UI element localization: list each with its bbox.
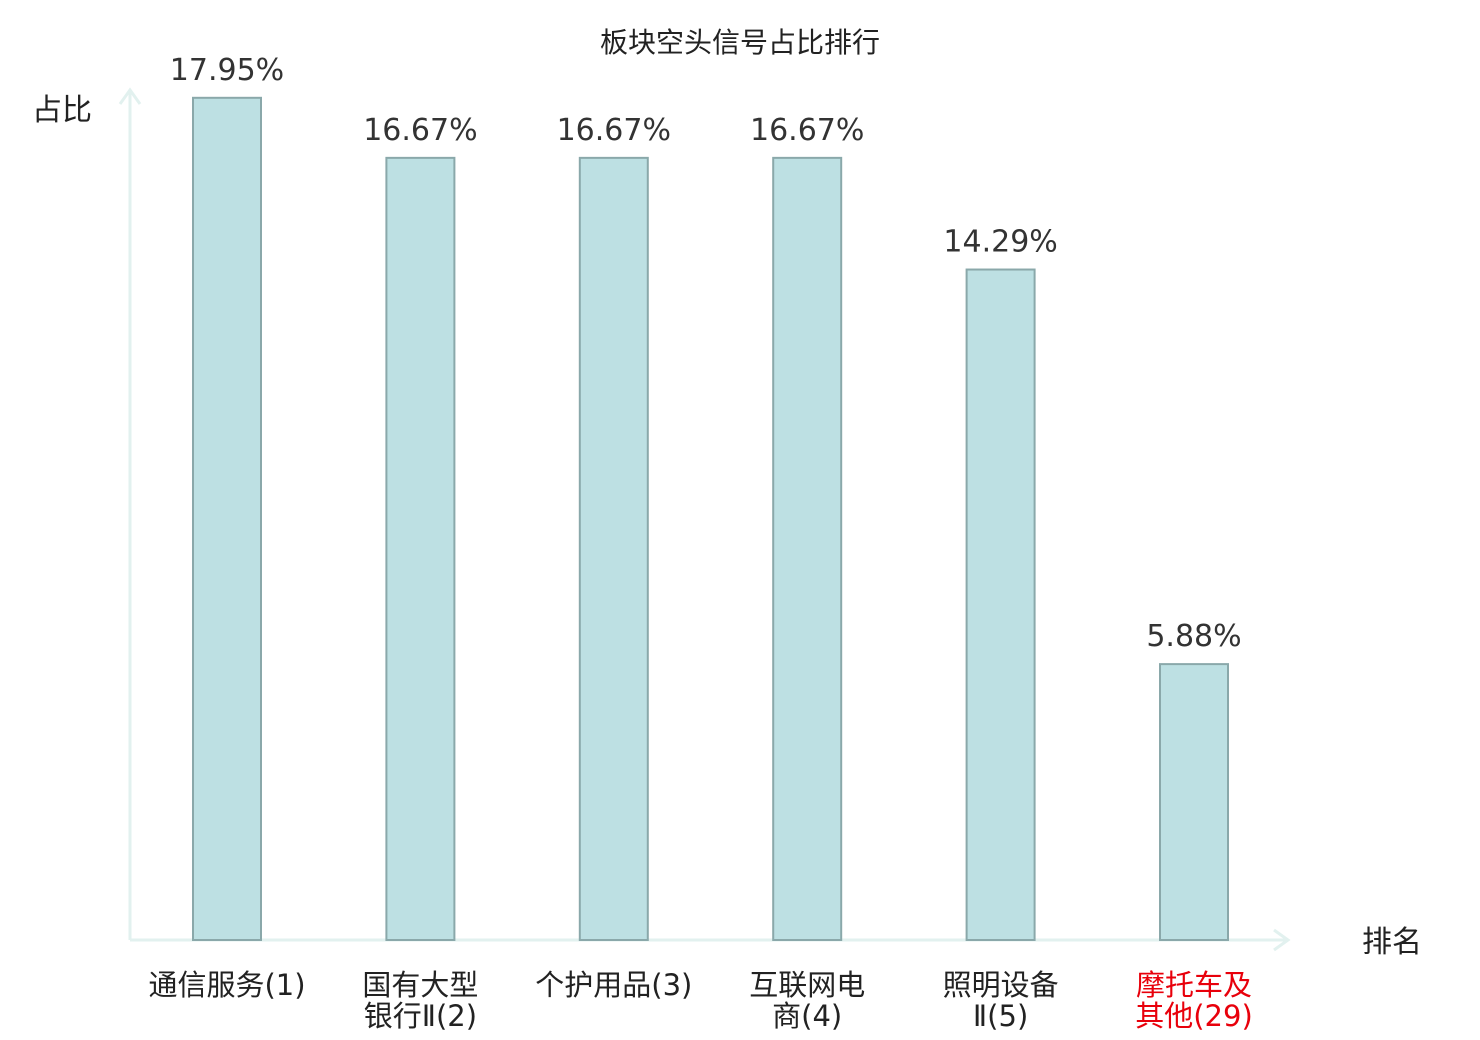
category-label-line: 个护用品(3) — [535, 968, 692, 1002]
x-axis-arrow — [1273, 928, 1291, 952]
value-labels-group: 17.95% 16.67% 16.67% 16.67% 14.29% 5.88% — [170, 53, 1242, 654]
category-label-3: 个护用品(3) — [535, 968, 692, 1002]
category-label-6: 摩托车及其他(29) — [1135, 968, 1253, 1033]
category-label-line: 互联网电 — [749, 968, 865, 1002]
value-label-3: 16.67% — [557, 113, 671, 148]
value-label-2: 16.67% — [363, 113, 477, 148]
category-label-line: 照明设备 — [943, 968, 1059, 1002]
value-label-1: 17.95% — [170, 53, 284, 88]
category-label-line: 商(4) — [772, 999, 842, 1033]
value-label-4: 16.67% — [750, 113, 864, 148]
category-label-4: 互联网电商(4) — [749, 968, 865, 1033]
bar-3 — [578, 156, 649, 941]
y-axis-arrow — [118, 87, 142, 105]
category-label-line: 银行Ⅱ(2) — [364, 999, 477, 1033]
bar-4 — [772, 156, 843, 941]
bar-1 — [192, 96, 262, 941]
chart-title: 板块空头信号占比排行 — [600, 26, 880, 59]
category-label-line: 通信服务(1) — [148, 968, 305, 1002]
axes — [118, 87, 1291, 952]
bar-6 — [1159, 663, 1229, 941]
x-axis-label: 排名 — [1362, 925, 1422, 960]
category-label-line: 国有大型 — [362, 968, 478, 1002]
category-label-line: 其他(29) — [1135, 999, 1253, 1033]
bar-5 — [965, 268, 1036, 942]
category-label-2: 国有大型银行Ⅱ(2) — [362, 968, 478, 1033]
y-axis-label: 占比 — [32, 93, 92, 128]
value-label-6: 5.88% — [1146, 619, 1241, 654]
bars-group — [192, 96, 1229, 942]
category-labels-group: 通信服务(1) 国有大型银行Ⅱ(2) 个护用品(3) 互联网电商(4) 照明设备 Ⅱ(5)… — [148, 968, 1252, 1033]
category-label-line: 摩托车及 — [1136, 968, 1252, 1002]
category-label-1: 通信服务(1) — [148, 968, 305, 1002]
value-label-5: 14.29% — [943, 225, 1057, 260]
bar-2 — [385, 156, 456, 941]
category-label-5: 照明设备 Ⅱ(5) — [943, 968, 1059, 1033]
category-label-line: Ⅱ(5) — [973, 999, 1028, 1033]
